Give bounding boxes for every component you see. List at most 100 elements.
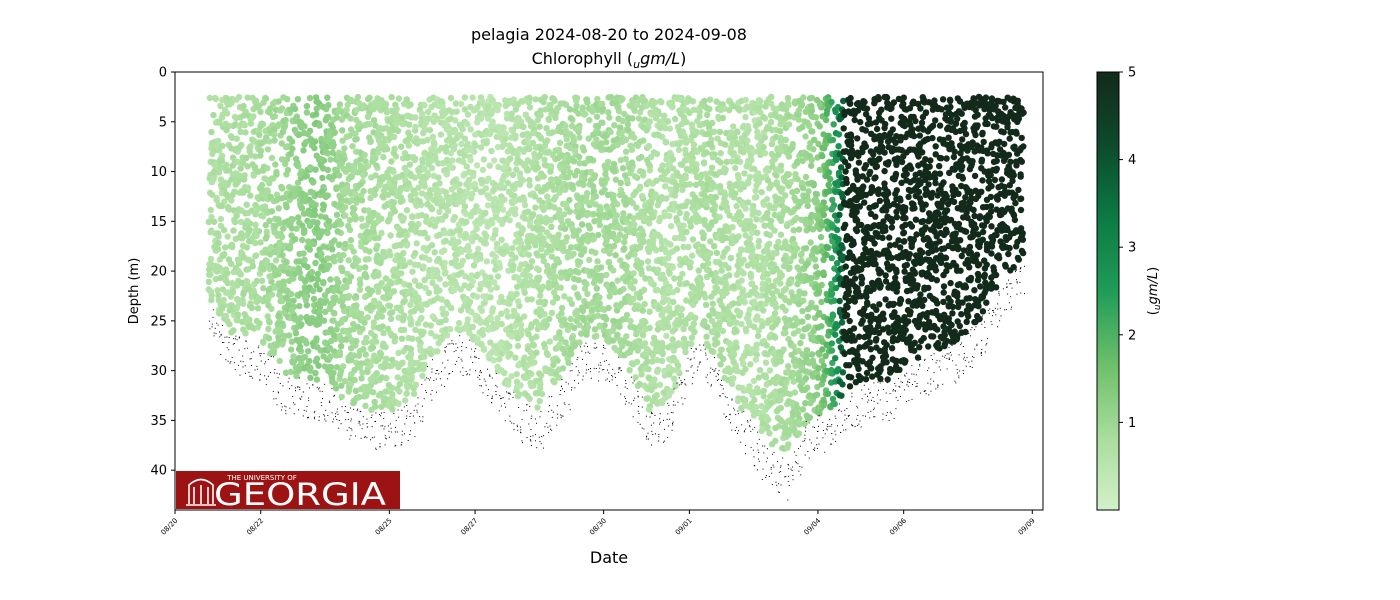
data-point [353,199,360,206]
data-point [355,352,363,359]
data-point [416,198,423,205]
data-point [456,227,463,234]
data-point [666,212,673,220]
bottom-speckle [498,410,500,412]
data-point [527,358,534,365]
bottom-speckle [552,411,554,413]
bottom-speckle [276,372,278,374]
bottom-speckle [242,366,244,368]
data-point [614,201,621,208]
data-point [407,101,414,108]
bottom-speckle [673,388,675,390]
bottom-speckle [409,434,411,435]
data-point [259,121,267,128]
data-point [382,343,389,351]
data-point [313,321,320,328]
bottom-speckle [265,384,267,386]
data-point [331,129,338,136]
data-point [240,300,247,307]
data-point [627,283,634,290]
bottom-speckle [577,356,579,358]
data-point [313,98,320,105]
bottom-speckle [219,331,221,333]
data-point [380,153,387,161]
data-point [297,314,304,321]
data-point [528,258,536,265]
bottom-speckle [223,342,225,343]
bottom-speckle [469,369,471,371]
data-point [364,368,371,376]
data-point [575,213,582,220]
bottom-speckle [259,379,261,381]
data-point [354,93,362,101]
data-point [536,274,543,281]
bottom-speckle [347,419,349,420]
bottom-speckle [469,374,471,376]
bottom-speckle [487,395,489,396]
data-point [264,187,271,194]
bottom-speckle [353,408,355,410]
data-point [301,256,308,264]
data-point [500,124,507,131]
data-point [289,359,296,366]
data-point [584,189,591,197]
bottom-speckle [459,335,461,337]
data-point [300,354,307,361]
data-point [501,164,508,171]
data-point [275,267,282,274]
bottom-speckle [465,371,467,372]
data-point [327,276,334,283]
data-point [356,286,364,293]
bottom-speckle [417,403,419,405]
data-point [250,113,257,120]
data-point [586,256,593,264]
data-point [360,346,367,353]
data-point [400,326,408,334]
data-point [582,110,589,118]
data-point [488,147,495,155]
bottom-speckle [316,386,318,388]
bottom-speckle [422,420,424,422]
data-point [606,114,613,121]
data-point [610,192,617,199]
data-point [357,310,365,317]
bottom-speckle [431,371,433,373]
bottom-speckle [593,367,595,369]
data-point [331,172,338,179]
data-point [479,166,487,174]
data-point [223,191,230,198]
data-point [448,304,455,312]
data-point [278,140,285,147]
data-point [321,292,329,299]
data-point [374,242,381,249]
data-point [371,398,378,406]
bottom-speckle [233,338,235,340]
bottom-speckle [217,324,219,326]
data-point [275,245,282,252]
data-point [680,235,687,242]
data-point [215,137,222,145]
data-point [461,94,468,101]
bottom-speckle [444,367,446,369]
data-point [526,94,533,102]
data-point [419,156,426,163]
data-point [518,330,525,338]
bottom-speckle [452,343,454,345]
data-point [436,180,443,187]
bottom-speckle [430,377,432,379]
bottom-speckle [624,396,626,398]
data-point [626,367,633,374]
data-point [651,99,659,106]
data-point [584,290,591,297]
bottom-speckle [600,364,602,366]
bottom-speckle [250,352,252,354]
data-point [589,183,597,190]
data-point [459,257,467,265]
data-point [540,94,548,102]
bottom-speckle [337,413,339,415]
data-point [399,317,407,324]
bottom-speckle [620,369,622,371]
data-point [332,166,339,173]
bottom-speckle [278,392,280,394]
data-point [583,212,591,219]
